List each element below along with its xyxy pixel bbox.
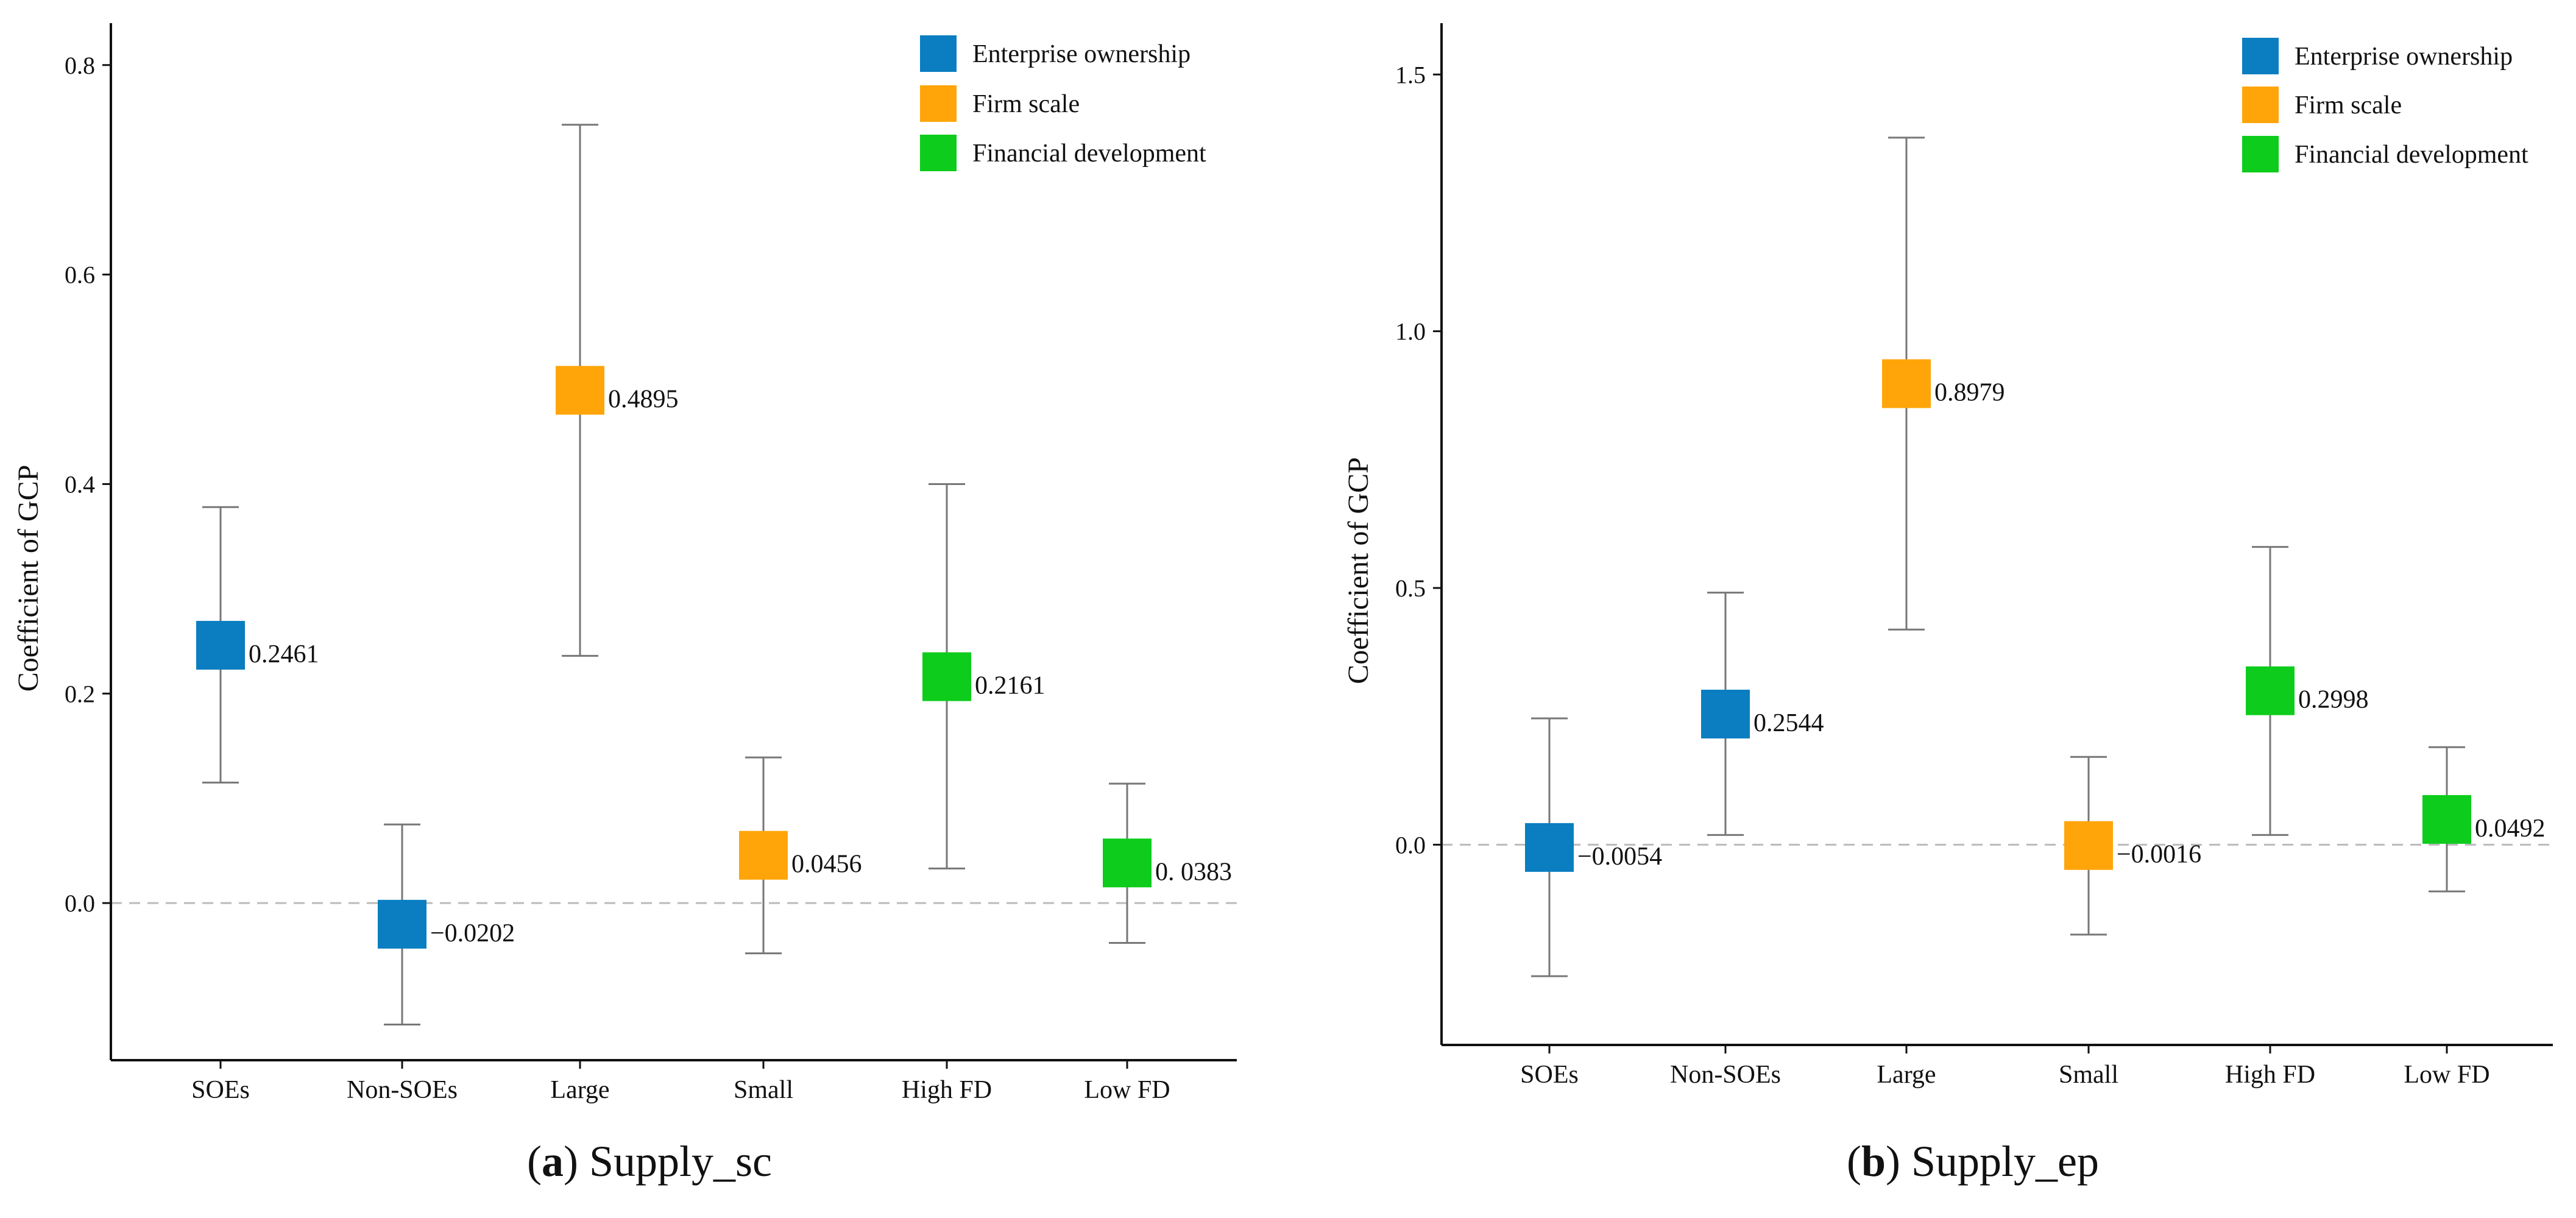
- coefficient-value-label: −0.0016: [2117, 841, 2201, 869]
- y-tick-label: 0.2: [65, 680, 95, 707]
- y-axis-label: Coefficient of GCP: [1342, 457, 1375, 684]
- legend-swatch: [920, 85, 957, 122]
- coefficient-marker: [378, 899, 426, 949]
- x-tick-label: High FD: [2225, 1061, 2315, 1089]
- coefficient-marker: [556, 366, 604, 415]
- legend-swatch: [2242, 136, 2279, 172]
- y-tick-label: 0.6: [65, 261, 95, 289]
- y-axis-label: Coefficient of GCP: [12, 465, 44, 692]
- legend-entry-label: Enterprise ownership: [2295, 43, 2513, 71]
- y-tick-label: 0.0: [1395, 831, 1426, 859]
- x-tick-label: SOEs: [1520, 1061, 1579, 1089]
- caption-letter: b: [1861, 1137, 1886, 1186]
- x-tick-label: Non-SOEs: [347, 1076, 458, 1104]
- coefficient-marker: [1525, 823, 1574, 872]
- legend-entry-label: Financial development: [2295, 141, 2528, 169]
- coefficient-marker: [922, 652, 971, 701]
- coefficient-value-label: 0.2544: [1753, 709, 1824, 737]
- coefficient-value-label: 0.8979: [1934, 379, 2005, 407]
- panel-caption: (a) Supply_sc: [527, 1137, 772, 1186]
- legend-entry-label: Firm scale: [972, 90, 1080, 118]
- x-tick-label: Low FD: [1084, 1076, 1170, 1104]
- coefficient-value-label: 0. 0383: [1155, 858, 1232, 886]
- coefficient-value-label: 0.2998: [2298, 686, 2369, 714]
- coefficient-value-label: 0.2161: [975, 672, 1046, 700]
- y-tick-label: 1.5: [1395, 61, 1426, 88]
- panel-caption: (b) Supply_ep: [1847, 1137, 2099, 1186]
- x-tick-label: SOEs: [191, 1076, 250, 1104]
- x-tick-label: Small: [2059, 1061, 2118, 1089]
- y-tick-label: 1.0: [1395, 318, 1426, 345]
- legend-entry-label: Firm scale: [2295, 91, 2402, 119]
- y-tick-label: 0.8: [65, 52, 95, 79]
- coefficient-value-label: −0.0202: [430, 919, 515, 947]
- coefficient-value-label: 0.2461: [249, 640, 319, 668]
- legend-swatch: [920, 35, 957, 72]
- legend-swatch: [2242, 38, 2279, 74]
- coefficient-marker: [2422, 795, 2471, 844]
- coefficient-marker: [2064, 821, 2113, 870]
- caption-text: Supply_ep: [1911, 1137, 2099, 1186]
- legend-entry-label: Enterprise ownership: [972, 40, 1191, 68]
- coefficient-value-label: −0.0054: [1577, 843, 1662, 871]
- legend-swatch: [2242, 87, 2279, 123]
- caption-text: Supply_sc: [589, 1137, 772, 1186]
- coefficient-marker: [2246, 666, 2295, 715]
- coefficient-value-label: 0.4895: [608, 386, 679, 414]
- coefficient-value-label: 0.0492: [2475, 815, 2546, 843]
- legend-entry-label: Financial development: [972, 140, 1206, 168]
- panel-b-supply-ep: 0.0 0.5 1.0 1.5 Coefficient of GCP SOEs Non-SO…: [1342, 23, 2553, 1186]
- y-tick-label: 0.5: [1395, 575, 1426, 602]
- coefficient-value-label: 0.0456: [791, 851, 862, 879]
- y-tick-label: 0.0: [65, 890, 95, 917]
- coefficient-marker: [1103, 838, 1152, 888]
- coefficient-marker: [739, 830, 788, 880]
- x-tick-label: Non-SOEs: [1670, 1061, 1781, 1089]
- coefficient-marker: [1701, 689, 1750, 738]
- x-tick-label: Low FD: [2404, 1061, 2489, 1089]
- coefficient-marker: [196, 621, 245, 670]
- legend-swatch: [920, 135, 957, 171]
- y-tick-label: 0.4: [65, 470, 95, 498]
- x-tick-label: Small: [734, 1076, 793, 1104]
- caption-letter: a: [542, 1137, 564, 1186]
- x-tick-label: Large: [550, 1076, 609, 1104]
- x-tick-label: Large: [1877, 1061, 1936, 1089]
- coefficient-marker: [1882, 359, 1931, 408]
- x-tick-label: High FD: [902, 1076, 992, 1104]
- panel-a-supply-sc: 0.0 0.2 0.4 0.6 0.8 Coefficient of GCP SOEs Non…: [12, 23, 1237, 1186]
